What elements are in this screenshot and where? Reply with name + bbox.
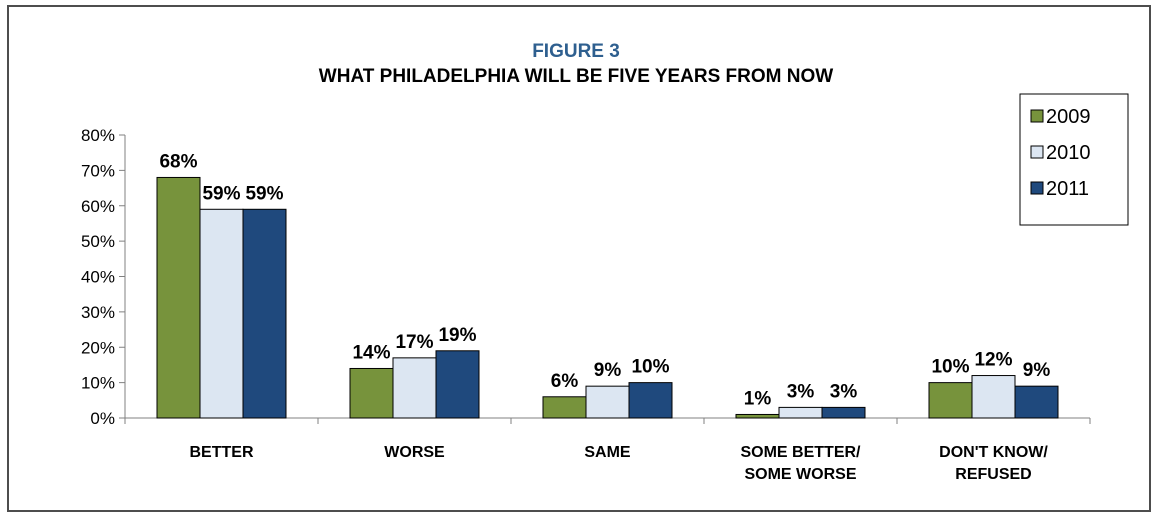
category-label: SOME BETTER/SOME WORSE — [740, 444, 861, 483]
figure-label: FIGURE 3 — [532, 41, 620, 62]
y-tick-label: 80% — [81, 126, 115, 145]
data-label: 19% — [438, 325, 476, 346]
y-tick-label: 0% — [90, 409, 115, 428]
bar-2010 — [585, 385, 630, 419]
data-label: 14% — [352, 342, 390, 363]
bar-2011 — [242, 208, 287, 419]
bar-2009 — [542, 396, 587, 419]
bar-2010 — [971, 375, 1016, 419]
data-label: 68% — [159, 151, 197, 172]
legend-label-2010: 2010 — [1046, 142, 1091, 164]
data-label: 59% — [245, 183, 283, 204]
data-label: 59% — [202, 183, 240, 204]
data-label: 10% — [631, 357, 669, 378]
data-label: 3% — [787, 381, 815, 402]
bars: 68% 14% 6% 1% 10% 59% 17% 9% 3% 12% 59% 19% 10% 3% 9% — [156, 151, 1059, 419]
category-label: BETTER — [190, 444, 254, 461]
chart-title: WHAT PHILADELPHIA WILL BE FIVE YEARS FRO… — [319, 66, 833, 87]
y-tick-label: 50% — [81, 232, 115, 251]
legend-label-2009: 2009 — [1046, 106, 1091, 128]
y-tick-label: 70% — [81, 161, 115, 180]
data-label: 9% — [594, 360, 622, 381]
bar-2011 — [435, 350, 480, 419]
bar-2009 — [735, 413, 780, 419]
y-tick-label: 10% — [81, 374, 115, 393]
data-label: 12% — [974, 350, 1012, 371]
category-label: WORSE — [384, 444, 445, 461]
y-tick-label: 30% — [81, 303, 115, 322]
data-label: 3% — [830, 381, 858, 402]
legend-swatch-2009 — [1030, 109, 1044, 123]
bar-2009 — [156, 176, 201, 419]
category-label: SAME — [584, 444, 631, 461]
bar-2010 — [392, 357, 437, 419]
bar-2009 — [349, 367, 394, 419]
category-label: DON'T KNOW/REFUSED — [939, 444, 1048, 483]
legend-label-2011: 2011 — [1046, 178, 1089, 200]
data-label: 6% — [551, 371, 579, 392]
y-tick-label: 20% — [81, 338, 115, 357]
bar-2010 — [778, 406, 823, 419]
y-tick-label: 40% — [81, 268, 115, 287]
chart-frame: FIGURE 3 WHAT PHILADELPHIA WILL BE FIVE … — [7, 5, 1151, 512]
legend-swatch-2010 — [1030, 145, 1044, 159]
data-label: 10% — [931, 357, 969, 378]
legend-swatch-2011 — [1030, 181, 1044, 195]
y-tick-label: 60% — [81, 197, 115, 216]
data-label: 9% — [1023, 360, 1051, 381]
y-axis: 0% 10% 20% 30% 40% 50% 60% 70% 80% — [81, 126, 126, 428]
x-axis: BETTER WORSE SAME SOME BETTER/SOME WORSE DON… — [124, 417, 1091, 483]
data-label: 17% — [395, 332, 433, 353]
bar-2009 — [928, 382, 973, 419]
bar-2010 — [199, 208, 244, 419]
bar-2011 — [821, 406, 866, 419]
bar-chart: FIGURE 3 WHAT PHILADELPHIA WILL BE FIVE … — [81, 41, 1129, 483]
data-label: 1% — [744, 388, 772, 409]
legend: 2009 2010 2011 — [1019, 93, 1129, 226]
bar-2011 — [1014, 385, 1059, 419]
bar-2011 — [628, 382, 673, 419]
